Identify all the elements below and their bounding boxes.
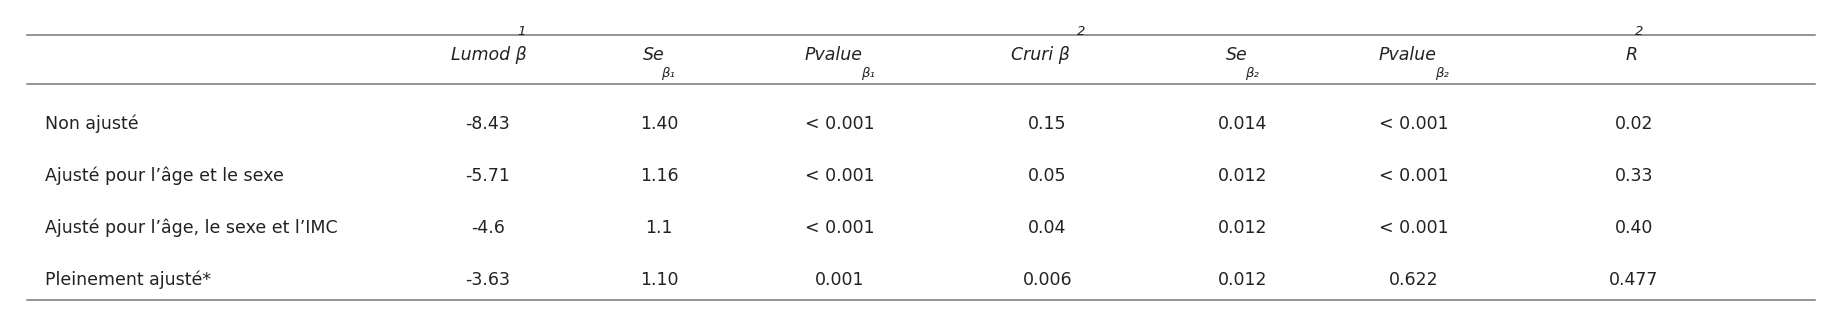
Text: < 0.001: < 0.001 bbox=[1380, 167, 1448, 185]
Text: 1.1: 1.1 bbox=[645, 219, 672, 237]
Text: 0.477: 0.477 bbox=[1610, 271, 1660, 289]
Text: < 0.001: < 0.001 bbox=[805, 115, 875, 133]
Text: 0.04: 0.04 bbox=[1028, 219, 1067, 237]
Text: < 0.001: < 0.001 bbox=[1380, 115, 1448, 133]
Text: Pvalue: Pvalue bbox=[805, 46, 862, 64]
Text: < 0.001: < 0.001 bbox=[1380, 219, 1448, 237]
Text: 1.16: 1.16 bbox=[639, 167, 678, 185]
Text: Se: Se bbox=[1225, 46, 1247, 64]
Text: R: R bbox=[1626, 46, 1638, 64]
Text: Se: Se bbox=[643, 46, 665, 64]
Text: Ajusté pour l’âge, le sexe et l’IMC: Ajusté pour l’âge, le sexe et l’IMC bbox=[46, 219, 339, 237]
Text: -8.43: -8.43 bbox=[466, 115, 510, 133]
Text: -5.71: -5.71 bbox=[466, 167, 510, 185]
Text: Non ajusté: Non ajusté bbox=[46, 115, 140, 133]
Text: 1.40: 1.40 bbox=[639, 115, 678, 133]
Text: Ajusté pour l’âge et le sexe: Ajusté pour l’âge et le sexe bbox=[46, 167, 284, 185]
Text: β₂: β₂ bbox=[1435, 66, 1448, 80]
Text: 0.006: 0.006 bbox=[1022, 271, 1072, 289]
Text: -3.63: -3.63 bbox=[466, 271, 510, 289]
Text: 2: 2 bbox=[1076, 25, 1085, 38]
Text: 0.15: 0.15 bbox=[1028, 115, 1067, 133]
Text: Pvalue: Pvalue bbox=[1378, 46, 1437, 64]
Text: β₁: β₁ bbox=[860, 66, 875, 80]
Text: 0.012: 0.012 bbox=[1218, 167, 1267, 185]
Text: Lumod β: Lumod β bbox=[451, 46, 527, 64]
Text: 0.012: 0.012 bbox=[1218, 271, 1267, 289]
Text: 0.012: 0.012 bbox=[1218, 219, 1267, 237]
Text: β₁: β₁ bbox=[661, 66, 676, 80]
Text: 0.622: 0.622 bbox=[1389, 271, 1439, 289]
Text: 2: 2 bbox=[1636, 25, 1643, 38]
Text: 0.014: 0.014 bbox=[1218, 115, 1267, 133]
Text: < 0.001: < 0.001 bbox=[805, 167, 875, 185]
Text: < 0.001: < 0.001 bbox=[805, 219, 875, 237]
Text: 0.40: 0.40 bbox=[1615, 219, 1654, 237]
Text: 1.10: 1.10 bbox=[639, 271, 678, 289]
Text: 0.05: 0.05 bbox=[1028, 167, 1067, 185]
Text: Pleinement ajusté*: Pleinement ajusté* bbox=[46, 271, 212, 289]
Text: 0.33: 0.33 bbox=[1615, 167, 1654, 185]
Text: β₂: β₂ bbox=[1245, 66, 1258, 80]
Text: 1: 1 bbox=[518, 25, 525, 38]
Text: 0.001: 0.001 bbox=[814, 271, 864, 289]
Text: -4.6: -4.6 bbox=[472, 219, 505, 237]
Text: Cruri β: Cruri β bbox=[1011, 46, 1070, 64]
Text: 0.02: 0.02 bbox=[1615, 115, 1654, 133]
